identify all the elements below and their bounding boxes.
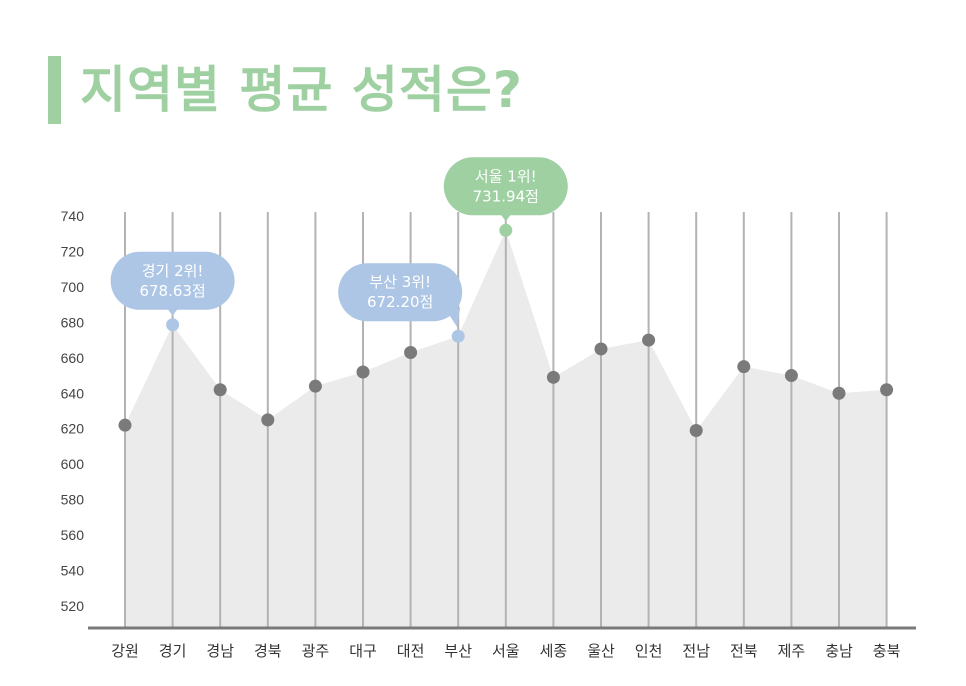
bubble-score-label: 672.20점 (367, 293, 433, 311)
data-point (118, 418, 132, 432)
bubble-body (443, 157, 568, 216)
data-point (880, 383, 894, 397)
bubble-rank-label: 부산 3위! (369, 273, 431, 291)
x-tick-label: 부산 (444, 642, 472, 660)
y-axis-ticks: 740 720 700 680 660 640 620 600 580 560 540 520 (61, 208, 85, 614)
bubble-body (338, 263, 463, 322)
annotation-bubble: 부산 3위! 672.20점 (338, 263, 463, 328)
bubble-body (110, 251, 235, 310)
y-tick-label: 720 (61, 243, 85, 259)
data-point (737, 360, 751, 374)
bubble-rank-label: 경기 2위! (142, 262, 204, 280)
page-title: 지역별 평균 성적은? (80, 61, 523, 119)
x-tick-label: 충남 (825, 642, 853, 660)
x-tick-label: 충북 (873, 642, 901, 660)
x-tick-label: 강원 (111, 642, 139, 660)
x-tick-label: 울산 (587, 642, 615, 660)
data-point (689, 424, 703, 437)
data-point (404, 346, 418, 359)
data-point (546, 370, 560, 384)
x-axis-ticks: 강원 경기 경남 경북 광주 대구 대전 부산 서울 세종 울산 인천 전남 전북 제주 충남 충북 (111, 642, 900, 660)
x-tick-label: 인천 (635, 642, 663, 660)
y-tick-label: 680 (61, 314, 85, 330)
bubble-tail (499, 213, 512, 222)
x-tick-label: 전남 (682, 642, 710, 660)
x-tick-label: 서울 (492, 642, 520, 660)
data-points (118, 223, 894, 437)
x-tick-label: 제주 (778, 642, 806, 660)
y-tick-label: 660 (61, 350, 85, 366)
data-point (594, 342, 608, 356)
x-tick-label: 세종 (540, 642, 568, 660)
y-tick-label: 540 (61, 563, 85, 579)
y-tick-label: 740 (61, 208, 85, 224)
data-point (499, 223, 513, 237)
x-tick-label: 대구 (349, 642, 377, 660)
annotation-bubble: 경기 2위! 678.63점 (110, 251, 235, 316)
y-tick-label: 520 (61, 598, 85, 614)
bubble-rank-label: 서울 1위! (475, 167, 537, 185)
data-point (451, 329, 465, 343)
data-point (213, 383, 227, 397)
data-point (784, 369, 798, 383)
annotation-bubble: 서울 1위! 731.94점 (443, 157, 568, 222)
x-tick-label: 대전 (397, 642, 425, 660)
y-tick-label: 560 (61, 527, 85, 543)
y-tick-label: 580 (61, 492, 85, 508)
data-point (166, 318, 180, 332)
data-point (308, 379, 322, 393)
x-tick-label: 광주 (302, 642, 330, 660)
y-tick-label: 620 (61, 421, 85, 437)
bubble-score-label: 678.63점 (139, 282, 205, 300)
y-tick-label: 600 (61, 456, 85, 472)
x-tick-label: 경북 (254, 642, 282, 660)
data-point (356, 365, 370, 379)
y-tick-label: 700 (61, 279, 85, 295)
bubble-tail (448, 307, 461, 328)
data-point (642, 333, 656, 347)
x-tick-label: 경기 (159, 642, 187, 660)
x-tick-label: 전북 (730, 642, 758, 660)
bubble-score-label: 731.94점 (473, 187, 539, 205)
data-point (832, 386, 846, 400)
data-point (261, 413, 275, 427)
bubble-tail (166, 307, 179, 316)
y-tick-label: 640 (61, 385, 85, 401)
x-tick-label: 경남 (206, 642, 234, 660)
title-accent-bar (48, 56, 61, 124)
